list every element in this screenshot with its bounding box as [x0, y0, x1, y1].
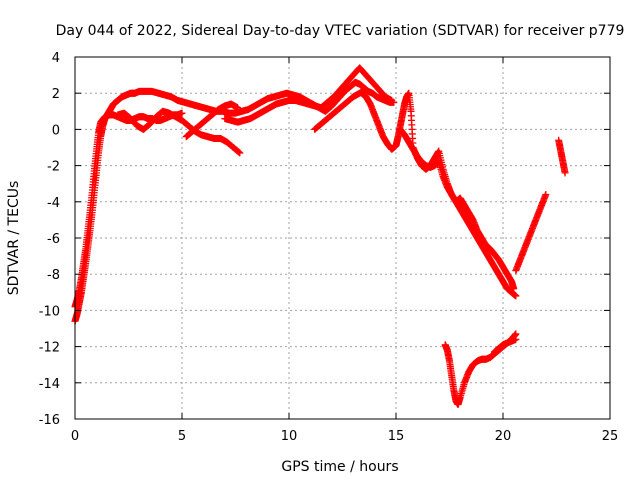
y-axis-label: SDTVAR / TECUs — [6, 181, 22, 296]
y-tick-label: 0 — [52, 123, 60, 138]
y-tick-label: 2 — [52, 87, 60, 102]
y-tick-label: -2 — [47, 160, 60, 175]
x-tick-label: 5 — [178, 429, 186, 444]
x-tick-label: 10 — [281, 429, 298, 444]
data-point — [512, 335, 520, 343]
data-series — [490, 335, 520, 356]
x-tick-label: 20 — [495, 429, 512, 444]
data-point — [512, 292, 520, 300]
data-point — [234, 104, 242, 112]
y-axis-ticks: -16 -14 -12 -10 -8 -6 -4 -2 0 2 4 — [39, 51, 610, 428]
data-series — [182, 100, 242, 141]
y-tick-label: 4 — [52, 51, 60, 66]
x-axis-ticks: 0 5 10 15 20 25 — [71, 57, 618, 444]
y-tick-label: -6 — [47, 232, 60, 247]
y-tick-label: -4 — [47, 196, 60, 211]
y-tick-label: -14 — [39, 377, 60, 392]
data-point — [561, 169, 569, 177]
y-tick-label: -8 — [47, 268, 60, 283]
data-series — [221, 64, 396, 126]
x-axis-label: GPS time / hours — [281, 459, 398, 475]
data-point — [542, 191, 550, 199]
data-series — [555, 136, 569, 177]
data-point — [234, 148, 242, 156]
x-tick-label: 15 — [388, 429, 405, 444]
x-tick-label: 0 — [71, 429, 79, 444]
x-tick-label: 25 — [602, 429, 619, 444]
data-series — [512, 191, 550, 275]
data-point — [235, 148, 243, 156]
grid-lines — [75, 57, 610, 419]
data-series — [396, 125, 520, 300]
data-series — [71, 109, 186, 311]
chart-title: Day 044 of 2022, Sidereal Day-to-day VTE… — [56, 23, 625, 39]
y-tick-label: -16 — [39, 413, 60, 428]
data-markers — [71, 64, 569, 409]
y-tick-label: -12 — [39, 341, 60, 356]
data-point — [178, 109, 186, 117]
y-tick-label: -10 — [39, 304, 60, 319]
data-point — [236, 149, 244, 157]
data-point — [388, 96, 396, 104]
data-point — [362, 86, 370, 94]
